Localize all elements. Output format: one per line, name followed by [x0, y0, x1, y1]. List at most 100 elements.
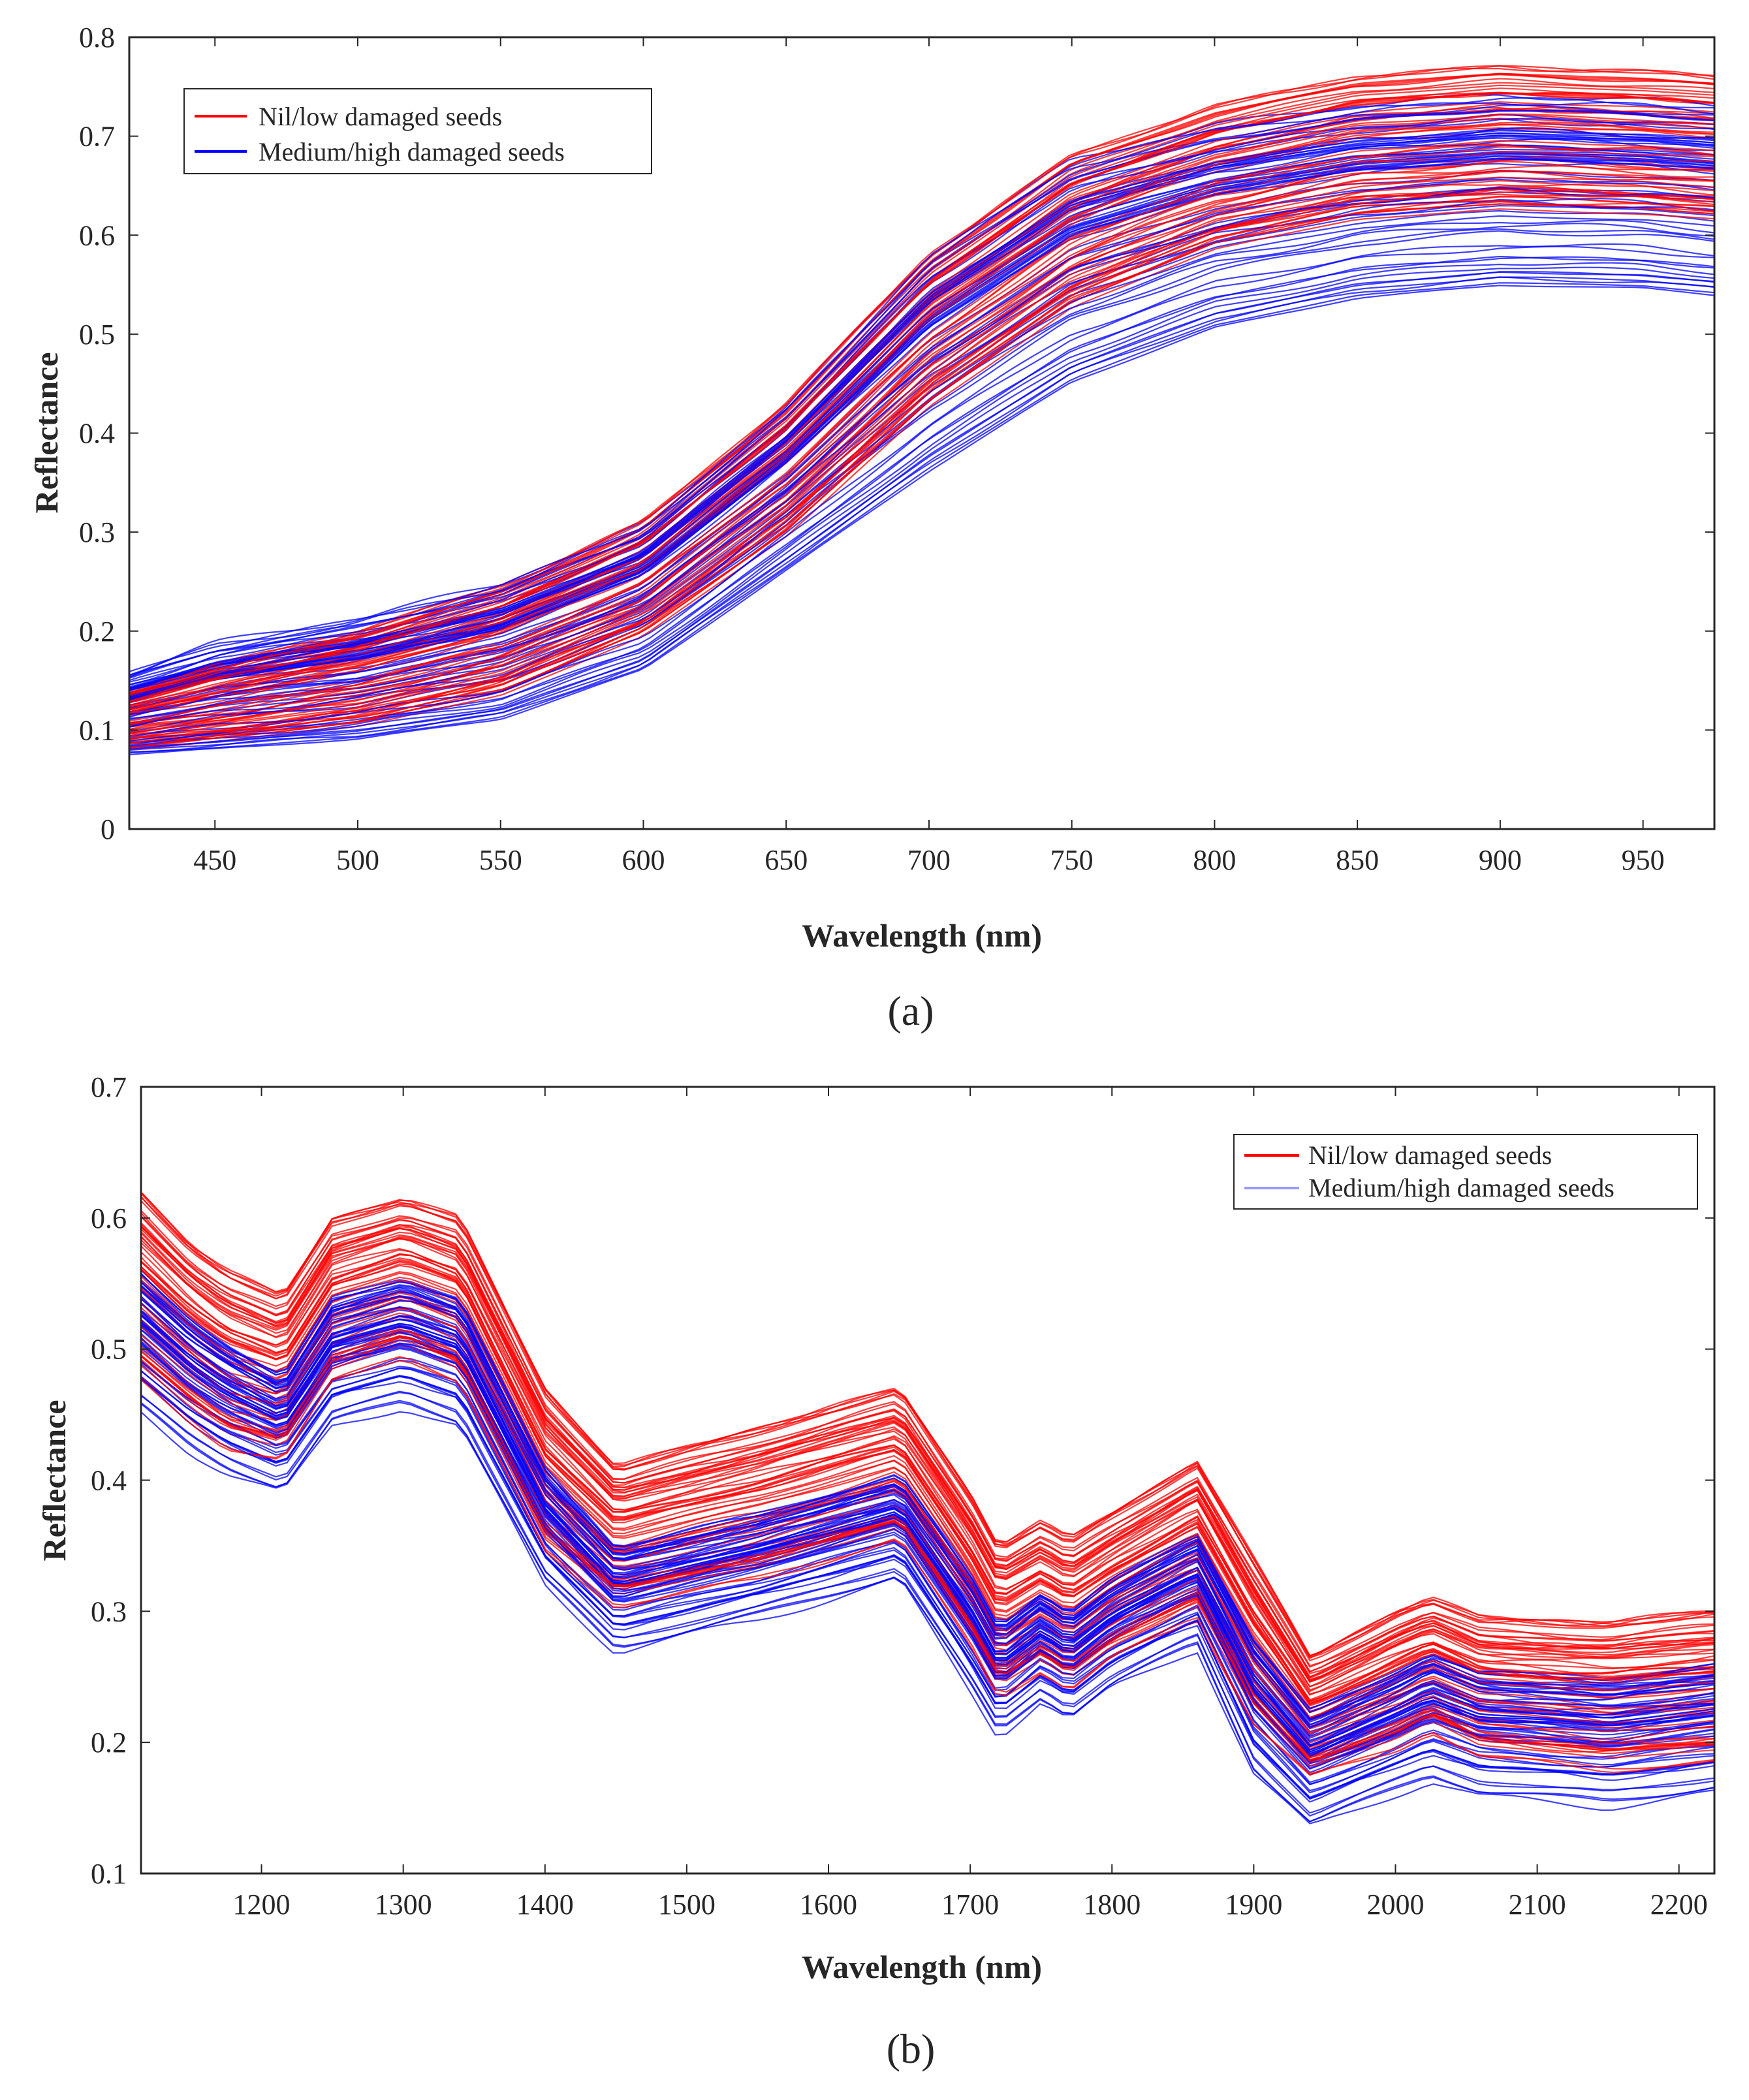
panel-a-legend-label-red: Nil/low damaged seeds [259, 102, 502, 131]
panel-a-nil-low-spectrum [129, 200, 1715, 749]
panel-a-xtick-label: 600 [622, 844, 665, 876]
panel-b-nil-low-spectrum [140, 1212, 1715, 1667]
panel-b-lines [140, 1191, 1715, 1825]
panel-a-xtick-label: 450 [193, 844, 236, 876]
panel-a-nil-low-spectrum [129, 170, 1715, 733]
panel-a-xtick-label: 950 [1622, 844, 1665, 876]
panel-a-ytick-label: 0.5 [79, 319, 115, 351]
panel-b-xtick-label: 1700 [941, 1888, 999, 1920]
panel-b-medium-high-spectrum [140, 1337, 1715, 1764]
panel-a-nil-low-spectrum [129, 91, 1715, 702]
panel-b-caption: (b) [887, 2026, 936, 2072]
panel-a-nil-low-spectrum [129, 158, 1715, 727]
panel-b-ytick-label: 0.4 [91, 1465, 127, 1497]
panel-b-xtick-label: 2100 [1509, 1888, 1566, 1920]
panel-a-xtick-label: 650 [764, 844, 808, 876]
panel-b-nil-low-spectrum [140, 1279, 1715, 1719]
panel-a-medium-high-spectrum [129, 228, 1715, 732]
panel-b-medium-high-spectrum [140, 1391, 1715, 1814]
panel-b-nil-low-spectrum [140, 1237, 1715, 1691]
panel-b-nil-low-spectrum [140, 1236, 1715, 1688]
panel-a-xtick-label: 550 [479, 844, 522, 876]
panel-a: 450 500 550 600 650 700 750 800 850 900 950 0 0.1 0.2… [28, 22, 1716, 1034]
panel-b-xtick-label: 1500 [658, 1888, 716, 1920]
panel-b-legend: Nil/low damaged seeds Medium/high damage… [1233, 1134, 1698, 1210]
panel-b-medium-high-spectrum [140, 1377, 1715, 1798]
panel-a-medium-high-spectrum [129, 285, 1715, 756]
panel-b-nil-low-spectrum [140, 1259, 1715, 1706]
panel-a-medium-high-spectrum [129, 97, 1715, 672]
panel-a-medium-high-spectrum [129, 151, 1715, 697]
panel-a-xtick-label: 900 [1479, 844, 1522, 876]
panel-a-nil-low-spectrum [129, 180, 1715, 739]
panel-b-nil-low-spectrum [140, 1225, 1715, 1678]
panel-b-legend-box [1233, 1134, 1698, 1210]
panel-b-medium-high-spectrum [140, 1272, 1715, 1710]
panel-b-ytick-label: 0.6 [91, 1202, 127, 1234]
panel-b-ytick-label: 0.3 [91, 1595, 127, 1627]
panel-b-nil-low-spectrum [140, 1215, 1715, 1673]
panel-a-nil-low-spectrum [129, 65, 1715, 691]
panel-a-ytick-label: 0.3 [79, 516, 115, 548]
panel-b-xtick-label: 1800 [1083, 1888, 1141, 1920]
panel-a-nil-low-spectrum [129, 140, 1715, 722]
panel-b-xtick-label: 1600 [800, 1888, 857, 1920]
panel-b-legend-label-blue: Medium/high damaged seeds [1308, 1173, 1615, 1202]
panel-a-ylabel: Reflectance [28, 352, 65, 513]
panel-a-medium-high-spectrum [129, 276, 1715, 753]
panel-b-ticks: 1200 1300 1400 1500 1600 1700 1800 1900 2000 2100… [91, 1071, 1714, 1920]
panel-a-medium-high-spectrum [129, 198, 1715, 719]
panel-a-medium-high-spectrum [129, 245, 1715, 737]
panel-b-nil-low-spectrum [140, 1232, 1715, 1682]
panel-a-ytick-label: 0.4 [79, 418, 115, 450]
panel-b-nil-low-spectrum [140, 1253, 1715, 1702]
panel-a-medium-high-spectrum [129, 144, 1715, 695]
panel-b-xtick-label: 1300 [375, 1888, 432, 1920]
panel-a-medium-high-spectrum [129, 153, 1715, 698]
panel-b-xtick-label: 2000 [1366, 1888, 1424, 1920]
panel-b-ylabel: Reflectance [36, 1400, 72, 1561]
panel-b-nil-low-spectrum [140, 1308, 1715, 1738]
panel-b-xtick-label: 2200 [1650, 1888, 1708, 1920]
panel-a-medium-high-spectrum [129, 256, 1715, 742]
panel-b: 1200 1300 1400 1500 1600 1700 1800 1900 2000 2100… [36, 1071, 1716, 2072]
panel-b-nil-low-spectrum [140, 1236, 1715, 1688]
panel-b-xtick-label: 1900 [1225, 1888, 1282, 1920]
panel-b-medium-high-spectrum [140, 1402, 1715, 1823]
panel-a-nil-low-spectrum [129, 101, 1715, 706]
panel-b-medium-high-spectrum [140, 1390, 1715, 1817]
panel-a-medium-high-spectrum [129, 101, 1715, 678]
panel-a-nil-low-spectrum [129, 176, 1715, 737]
panel-b-medium-high-spectrum [140, 1367, 1715, 1794]
panel-b-nil-low-spectrum [140, 1200, 1715, 1662]
panel-b-nil-low-spectrum [140, 1272, 1715, 1714]
panel-b-nil-low-spectrum [140, 1292, 1715, 1728]
panel-a-medium-high-spectrum [129, 266, 1715, 747]
panel-a-ticks: 450 500 550 600 650 700 750 800 850 900 950 0 0.1 0.2… [79, 22, 1714, 876]
panel-b-medium-high-spectrum [140, 1319, 1715, 1751]
panel-b-nil-low-spectrum [140, 1360, 1715, 1775]
panel-b-nil-low-spectrum [140, 1329, 1715, 1759]
panel-b-ytick-label: 0.1 [91, 1858, 127, 1890]
panel-b-xtick-label: 1200 [233, 1888, 291, 1920]
panel-a-nil-low-spectrum [129, 144, 1715, 725]
panel-a-medium-high-spectrum [129, 243, 1715, 738]
panel-b-medium-high-spectrum [140, 1313, 1715, 1747]
panel-b-nil-low-spectrum [140, 1249, 1715, 1696]
panel-a-nil-low-spectrum [129, 151, 1715, 725]
panel-a-legend-box [183, 88, 652, 174]
panel-b-nil-low-spectrum [140, 1257, 1715, 1701]
panel-a-legend-label-blue: Medium/high damaged seeds [259, 137, 565, 166]
panel-b-nil-low-spectrum [140, 1336, 1715, 1761]
panel-a-medium-high-spectrum [129, 176, 1715, 709]
panel-b-medium-high-spectrum [140, 1302, 1715, 1737]
panel-a-ytick-label: 0 [101, 813, 115, 845]
panel-a-xtick-label: 500 [336, 844, 379, 876]
panel-a-medium-high-spectrum [129, 271, 1715, 750]
panel-a-medium-high-spectrum [129, 178, 1715, 711]
panel-a-nil-low-spectrum [129, 123, 1715, 713]
panel-b-ytick-label: 0.5 [91, 1334, 127, 1366]
panel-a-medium-high-spectrum [129, 132, 1715, 689]
panel-b-medium-high-spectrum [140, 1411, 1715, 1825]
panel-b-medium-high-spectrum [140, 1321, 1715, 1753]
